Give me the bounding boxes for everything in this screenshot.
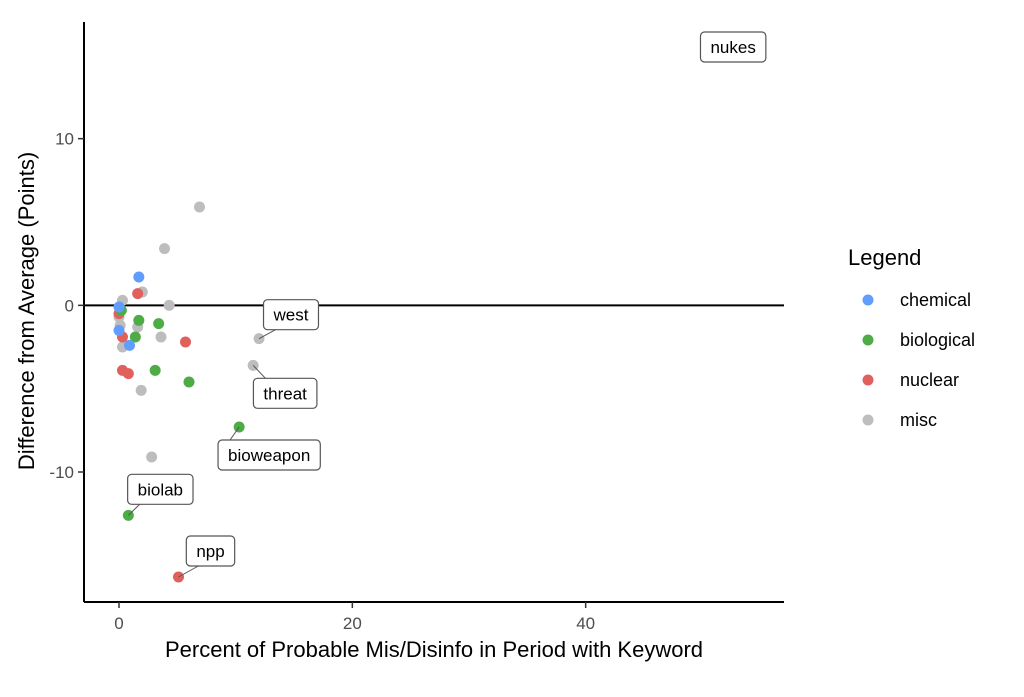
annotation-leader-line	[178, 565, 199, 578]
x-axis-title: Percent of Probable Mis/Disinfo in Perio…	[165, 637, 703, 662]
annotation-west: west	[258, 299, 320, 340]
legend-key-chemical	[862, 294, 874, 306]
annotation-nukes: nukes	[699, 31, 767, 63]
data-point-chemical	[124, 339, 135, 351]
data-point-misc	[135, 384, 147, 396]
legend-key-misc	[862, 414, 874, 426]
data-point-biological	[183, 376, 195, 388]
legend-title: Legend	[848, 245, 921, 270]
x-tick-label: 40	[576, 614, 595, 633]
data-point-misc	[194, 201, 205, 213]
annotation-label: threat	[263, 384, 307, 403]
data-point-biological	[149, 364, 161, 376]
annotation-label: npp	[196, 542, 224, 561]
annotation-npp: npp	[178, 535, 236, 578]
legend-key-biological	[862, 334, 874, 346]
x-tick-label: 0	[114, 614, 123, 633]
legend: Legend chemical biological nuclear misc	[848, 245, 975, 430]
data-point-nuclear	[180, 336, 191, 348]
annotation-leader-line	[127, 503, 140, 516]
y-axis-title: Difference from Average (Points)	[14, 152, 39, 470]
annotation-box	[217, 439, 321, 471]
annotation-box	[262, 299, 320, 331]
legend-label: chemical	[900, 290, 971, 310]
data-point-biological	[133, 314, 145, 326]
annotation-label: nukes	[710, 38, 755, 57]
annotation-box	[127, 473, 194, 505]
annotation-label: biolab	[138, 480, 183, 499]
data-point-chemical	[133, 271, 145, 283]
data-point-nuclear	[122, 368, 134, 380]
legend-label: misc	[900, 410, 937, 430]
annotation-threat: threat	[252, 364, 318, 409]
annotation-box	[185, 535, 236, 567]
annotation-leader-line	[252, 364, 266, 379]
annotation-label: west	[273, 306, 309, 325]
y-tick-label: 0	[65, 296, 74, 315]
legend-item-nuclear: nuclear	[862, 370, 959, 390]
y-tick-label: -10	[49, 463, 74, 482]
data-point-chemical	[113, 301, 125, 313]
data-point-biological	[129, 331, 141, 343]
annotation-box	[252, 377, 318, 409]
data-point-misc	[163, 299, 175, 311]
x-tick-label: 20	[343, 614, 362, 633]
y-tick-label: 10	[55, 130, 74, 149]
data-point-misc	[159, 243, 170, 255]
data-point-biological	[153, 318, 165, 330]
legend-key-nuclear	[862, 374, 874, 386]
data-point-chemical	[113, 324, 125, 336]
annotation-leader-line	[258, 329, 276, 340]
legend-label: biological	[900, 330, 975, 350]
data-point-misc	[146, 451, 158, 463]
annotation-label: bioweapon	[228, 446, 310, 465]
data-point-nuclear	[132, 288, 144, 300]
legend-item-chemical: chemical	[862, 290, 971, 310]
legend-item-biological: biological	[862, 330, 975, 350]
legend-item-misc: misc	[862, 410, 937, 430]
legend-label: nuclear	[900, 370, 959, 390]
annotation-bioweapon: bioweapon	[217, 426, 321, 471]
data-point-misc	[155, 331, 167, 343]
annotation-biolab: biolab	[127, 473, 194, 516]
annotation-leader-line	[229, 426, 240, 441]
annotation-box	[699, 31, 767, 63]
